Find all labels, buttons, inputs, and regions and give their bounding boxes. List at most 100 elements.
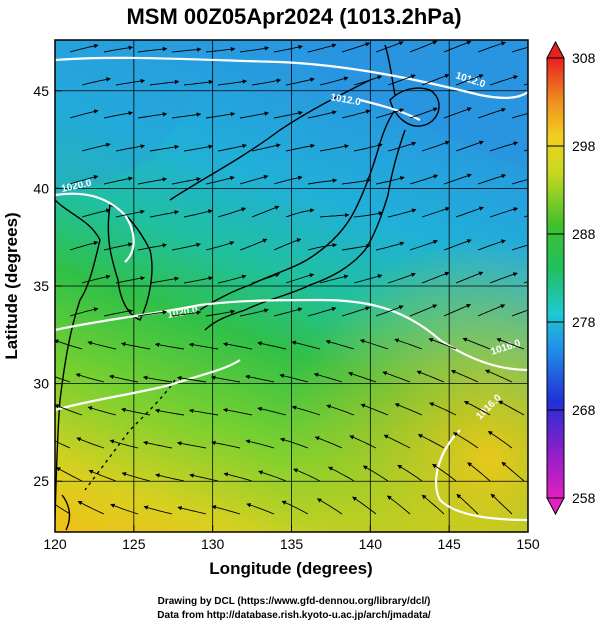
streamline: [375, 305, 404, 317]
streamline: [115, 144, 146, 152]
streamline: [450, 369, 479, 383]
streamline: [375, 41, 404, 53]
streamline: [251, 78, 282, 86]
streamline: [383, 434, 411, 449]
streamline: [239, 46, 270, 53]
colorbar-tick-label: 268: [572, 402, 596, 418]
streamline: [183, 276, 214, 284]
streamline: [394, 403, 423, 416]
x-tick-label: 125: [122, 536, 146, 552]
streamline: [341, 178, 372, 185]
streamline: [87, 406, 117, 416]
colorbar-max-arrow: [546, 40, 565, 59]
streamline: [387, 272, 416, 284]
streamline: [326, 404, 355, 416]
streamline: [456, 493, 479, 515]
streamline: [149, 144, 180, 152]
streamline: [205, 47, 236, 53]
coast-sakhalin: [384, 44, 396, 96]
isobar-label: 1012.0: [329, 92, 361, 108]
streamline: [81, 77, 111, 86]
streamline: [149, 276, 180, 284]
streamline: [328, 466, 355, 482]
streamline: [273, 175, 303, 185]
streamline: [360, 403, 389, 416]
colorbar-min-arrow: [546, 497, 565, 516]
streamline: [154, 408, 185, 416]
streamline: [307, 178, 338, 185]
streamline: [103, 45, 134, 53]
streamline: [477, 41, 506, 53]
y-axis: 25 30 35 40 45: [33, 83, 62, 489]
streamline: [281, 500, 309, 515]
streamline: [137, 46, 168, 53]
streamline: [137, 177, 168, 185]
streamline: [325, 339, 355, 350]
streamline: [257, 341, 287, 350]
streamline: [387, 74, 416, 86]
streamline: [477, 174, 507, 185]
streamline: [69, 307, 99, 317]
streamline: [489, 141, 519, 152]
streamline: [171, 177, 202, 185]
streamline: [258, 470, 287, 482]
streamline: [183, 144, 214, 152]
streamline: [69, 43, 99, 53]
streamline: [205, 111, 236, 119]
colorbar-tick-label: 308: [572, 50, 596, 66]
colorbar-tick-label: 278: [572, 314, 596, 330]
y-tick-label: 25: [33, 473, 49, 489]
isobar-south-west: [55, 359, 241, 412]
isobar-hokkaido: [359, 98, 421, 121]
streamline: [87, 340, 117, 350]
streamline: [285, 143, 315, 152]
coast-hokkaido: [389, 87, 440, 127]
streamline: [115, 276, 146, 284]
coast-honshu-north: [199, 109, 396, 311]
streamline: [409, 304, 438, 317]
coast-china: [55, 199, 101, 521]
streamline: [387, 208, 417, 218]
streamline: [319, 144, 350, 152]
y-tick-label: 35: [33, 278, 49, 294]
streamline: [55, 376, 71, 383]
streamline: [352, 496, 377, 515]
streamline: [245, 374, 275, 383]
streamline: [81, 142, 111, 152]
streamline: [176, 375, 207, 383]
coast-ryukyu: [84, 379, 176, 491]
streamline: [188, 342, 219, 350]
streamline: [307, 242, 338, 251]
streamline: [429, 402, 457, 416]
streamline: [189, 473, 219, 482]
streamline: [511, 244, 528, 251]
streamline: [443, 303, 472, 317]
streamline: [205, 309, 236, 317]
streamline: [121, 471, 151, 482]
streamline: [55, 339, 83, 350]
streamline: [76, 437, 105, 449]
streamline: [349, 435, 377, 449]
streamline: [477, 107, 507, 119]
streamline: [210, 375, 241, 383]
streamline: [455, 74, 484, 86]
streamline: [239, 111, 270, 119]
streamline: [362, 465, 389, 482]
streamline: [279, 373, 309, 383]
streamline: [485, 369, 513, 383]
streamline: [489, 207, 519, 218]
y-axis-label: Latitude (degrees): [2, 212, 21, 359]
streamline: [387, 141, 417, 152]
streamline: [307, 306, 337, 317]
streamline: [55, 404, 83, 416]
x-tick-label: 145: [437, 536, 461, 552]
streamline: [217, 79, 248, 86]
streamline: [511, 178, 528, 185]
cool-region: [300, 40, 528, 170]
streamline: [251, 143, 281, 152]
streamline: [75, 373, 105, 383]
streamline: [498, 400, 525, 416]
colorbar: 308 298 288 278 268 258: [546, 40, 596, 516]
streamline: [409, 107, 438, 119]
streamline: [143, 505, 173, 515]
